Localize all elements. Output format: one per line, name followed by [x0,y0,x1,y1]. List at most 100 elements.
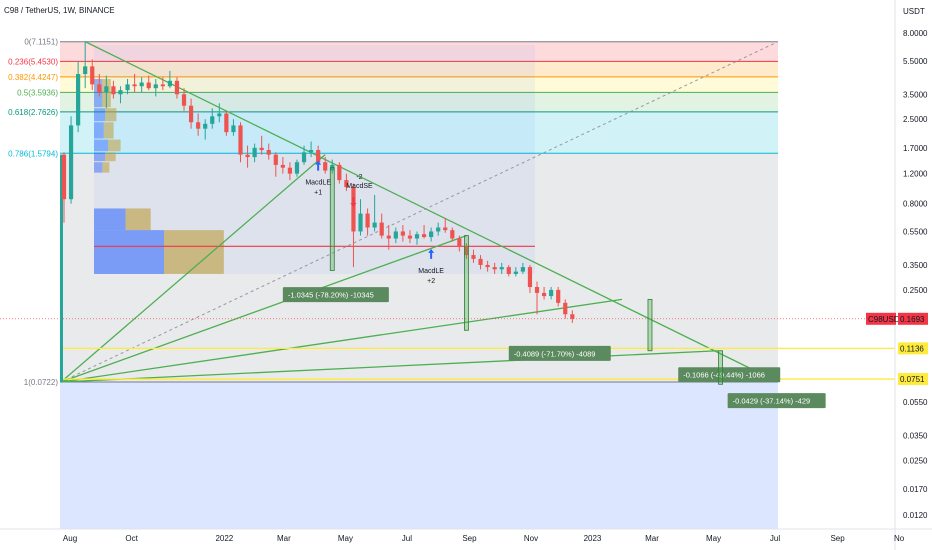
fib-extension-zone [60,381,778,529]
volume-profile-bar [103,122,114,139]
candle-body [323,162,328,171]
signal-arrow-down-icon [350,196,357,207]
candle-body [309,150,314,153]
signal-label: MacdLE [305,180,331,187]
y-tick-label: 1.2000 [903,170,928,179]
volume-profile-bar [94,208,126,231]
candle-body [132,84,137,87]
fib-zone [60,76,778,93]
candle-body [139,82,144,87]
candle-body [499,267,504,270]
candle-body [513,271,518,274]
candle-body [372,222,377,228]
candle-body [534,286,540,293]
volume-profile-bar [94,139,108,152]
candle-body [492,267,497,270]
candle-body [379,222,384,236]
level-badge [898,373,928,386]
candle-body [252,147,257,158]
x-tick-label: No [894,534,905,543]
candle-body [563,302,568,315]
fib-zone [60,61,778,77]
x-tick-label: Aug [63,534,77,543]
candle-body [245,154,250,158]
measure-label-box [508,345,611,361]
volume-profile-range [94,45,535,274]
measure-label-box [678,367,781,383]
candle-body [90,66,95,85]
candle-body [280,164,285,168]
fib-level-label: 0(7.1151) [24,38,58,47]
measure-label: -0.1066 (-49.44%) -1066 [683,371,765,380]
candle-body [301,152,307,163]
candle-body [125,84,130,91]
volume-profile-bar [108,139,121,152]
candle-body [344,180,349,188]
candle-body [118,90,123,95]
fib-level-label: 0.236(5.4530) [8,57,58,66]
candle-body [83,66,88,75]
fib-level-label: 0.5(3.5936) [17,88,58,97]
x-tick-label: Sep [830,534,845,543]
x-tick-label: May [338,534,353,543]
y-tick-label: 8.0000 [903,29,928,38]
candle-body [76,74,81,126]
candle-body [167,80,172,87]
candle-body [386,235,391,239]
measure-range [718,350,723,385]
x-tick-label: 2023 [584,534,602,543]
x-tick-label: Oct [125,534,138,543]
volume-profile-bar [105,108,117,122]
candle-body [238,125,243,155]
candle-body [570,314,575,319]
candle-body [188,105,194,123]
candle-body [436,227,441,232]
candle-body [203,123,208,129]
volume-profile-bar [102,162,110,173]
x-tick-label: Jul [770,534,780,543]
candle-body [217,113,222,117]
level-badge [898,342,928,355]
x-tick-label: Jul [402,534,412,543]
fan-line [60,235,467,383]
signal-label: +1 [314,190,322,197]
fib-level-label: 0.618(2.7626) [8,108,58,117]
candle-body [294,162,300,174]
candle-body [316,150,321,163]
measure-range [464,235,469,331]
candle-body [520,267,525,272]
candle-body [358,213,363,232]
y-tick-label: 5.5000 [903,57,928,66]
measure-range [647,298,653,352]
fib-level-label: 0.786(1.5794) [8,149,58,158]
signal-label: -2 [356,174,362,181]
volume-profile-bar [94,108,106,122]
y-tick-label: 0.0350 [903,432,928,441]
candle-body [337,164,342,181]
chart-title: C98 / TetherUS, 1W, BINANCE [4,6,115,15]
volume-profile-bar [164,230,224,274]
candle-body [421,234,427,238]
volume-profile-bar [125,208,151,231]
candle-body [146,82,151,89]
candle-body [160,84,165,87]
candle-body [174,80,180,95]
price-badge-label: 0.1693 [900,315,925,324]
signal-arrow-up-icon [428,248,435,259]
candle-body [527,267,533,287]
candle-body [506,267,511,274]
candle-body [549,289,554,297]
candle-body [287,167,293,174]
y-tick-label: 0.2500 [903,286,928,295]
candle-body [414,234,420,239]
measure-label: -1.0345 (-78.20%) -10345 [288,291,374,300]
y-tick-label: 0.0170 [903,485,928,494]
measure-range [329,167,335,271]
candle-body [400,231,405,236]
y-tick-label: 0.8000 [903,200,928,209]
y-tick-label: 0.3500 [903,261,928,270]
level-badge-label: 0.1136 [900,344,924,353]
y-tick-label: 0.0250 [903,457,928,466]
